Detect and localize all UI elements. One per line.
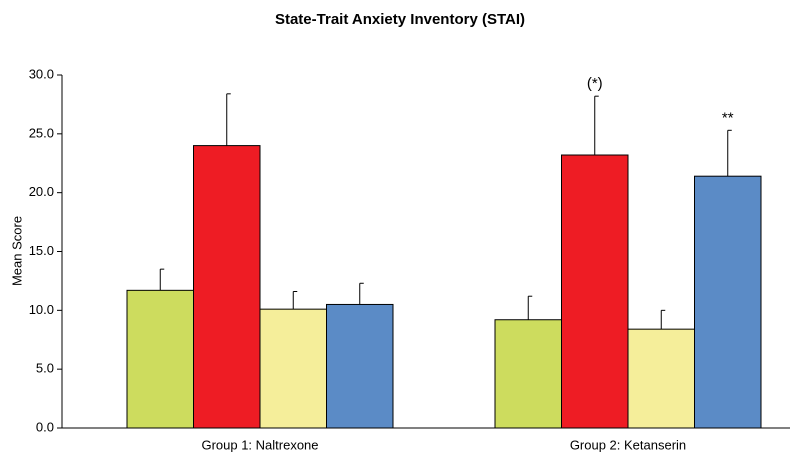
bar xyxy=(694,175,762,429)
bar xyxy=(627,328,695,429)
bar xyxy=(494,319,562,429)
y-tick-label: 25.0 xyxy=(29,125,54,140)
bar xyxy=(126,289,194,429)
bar xyxy=(326,303,394,429)
x-tick-label: Group 2: Ketanserin xyxy=(570,437,686,452)
y-tick-label: 20.0 xyxy=(29,184,54,199)
bar xyxy=(561,154,629,429)
x-tick-label: Group 1: Naltrexone xyxy=(201,437,318,452)
y-tick-label: 30.0 xyxy=(29,66,54,81)
annotation: (*) xyxy=(587,75,603,92)
y-tick-label: 5.0 xyxy=(36,361,54,376)
annotation: ** xyxy=(722,109,734,126)
bar xyxy=(259,308,327,429)
y-tick-label: 10.0 xyxy=(29,302,54,317)
y-tick-label: 0.0 xyxy=(36,419,54,434)
bar xyxy=(193,145,261,429)
chart-title: State-Trait Anxiety Inventory (STAI) xyxy=(275,11,525,28)
y-axis-title: Mean Score xyxy=(9,216,24,286)
y-tick-label: 15.0 xyxy=(29,243,54,258)
